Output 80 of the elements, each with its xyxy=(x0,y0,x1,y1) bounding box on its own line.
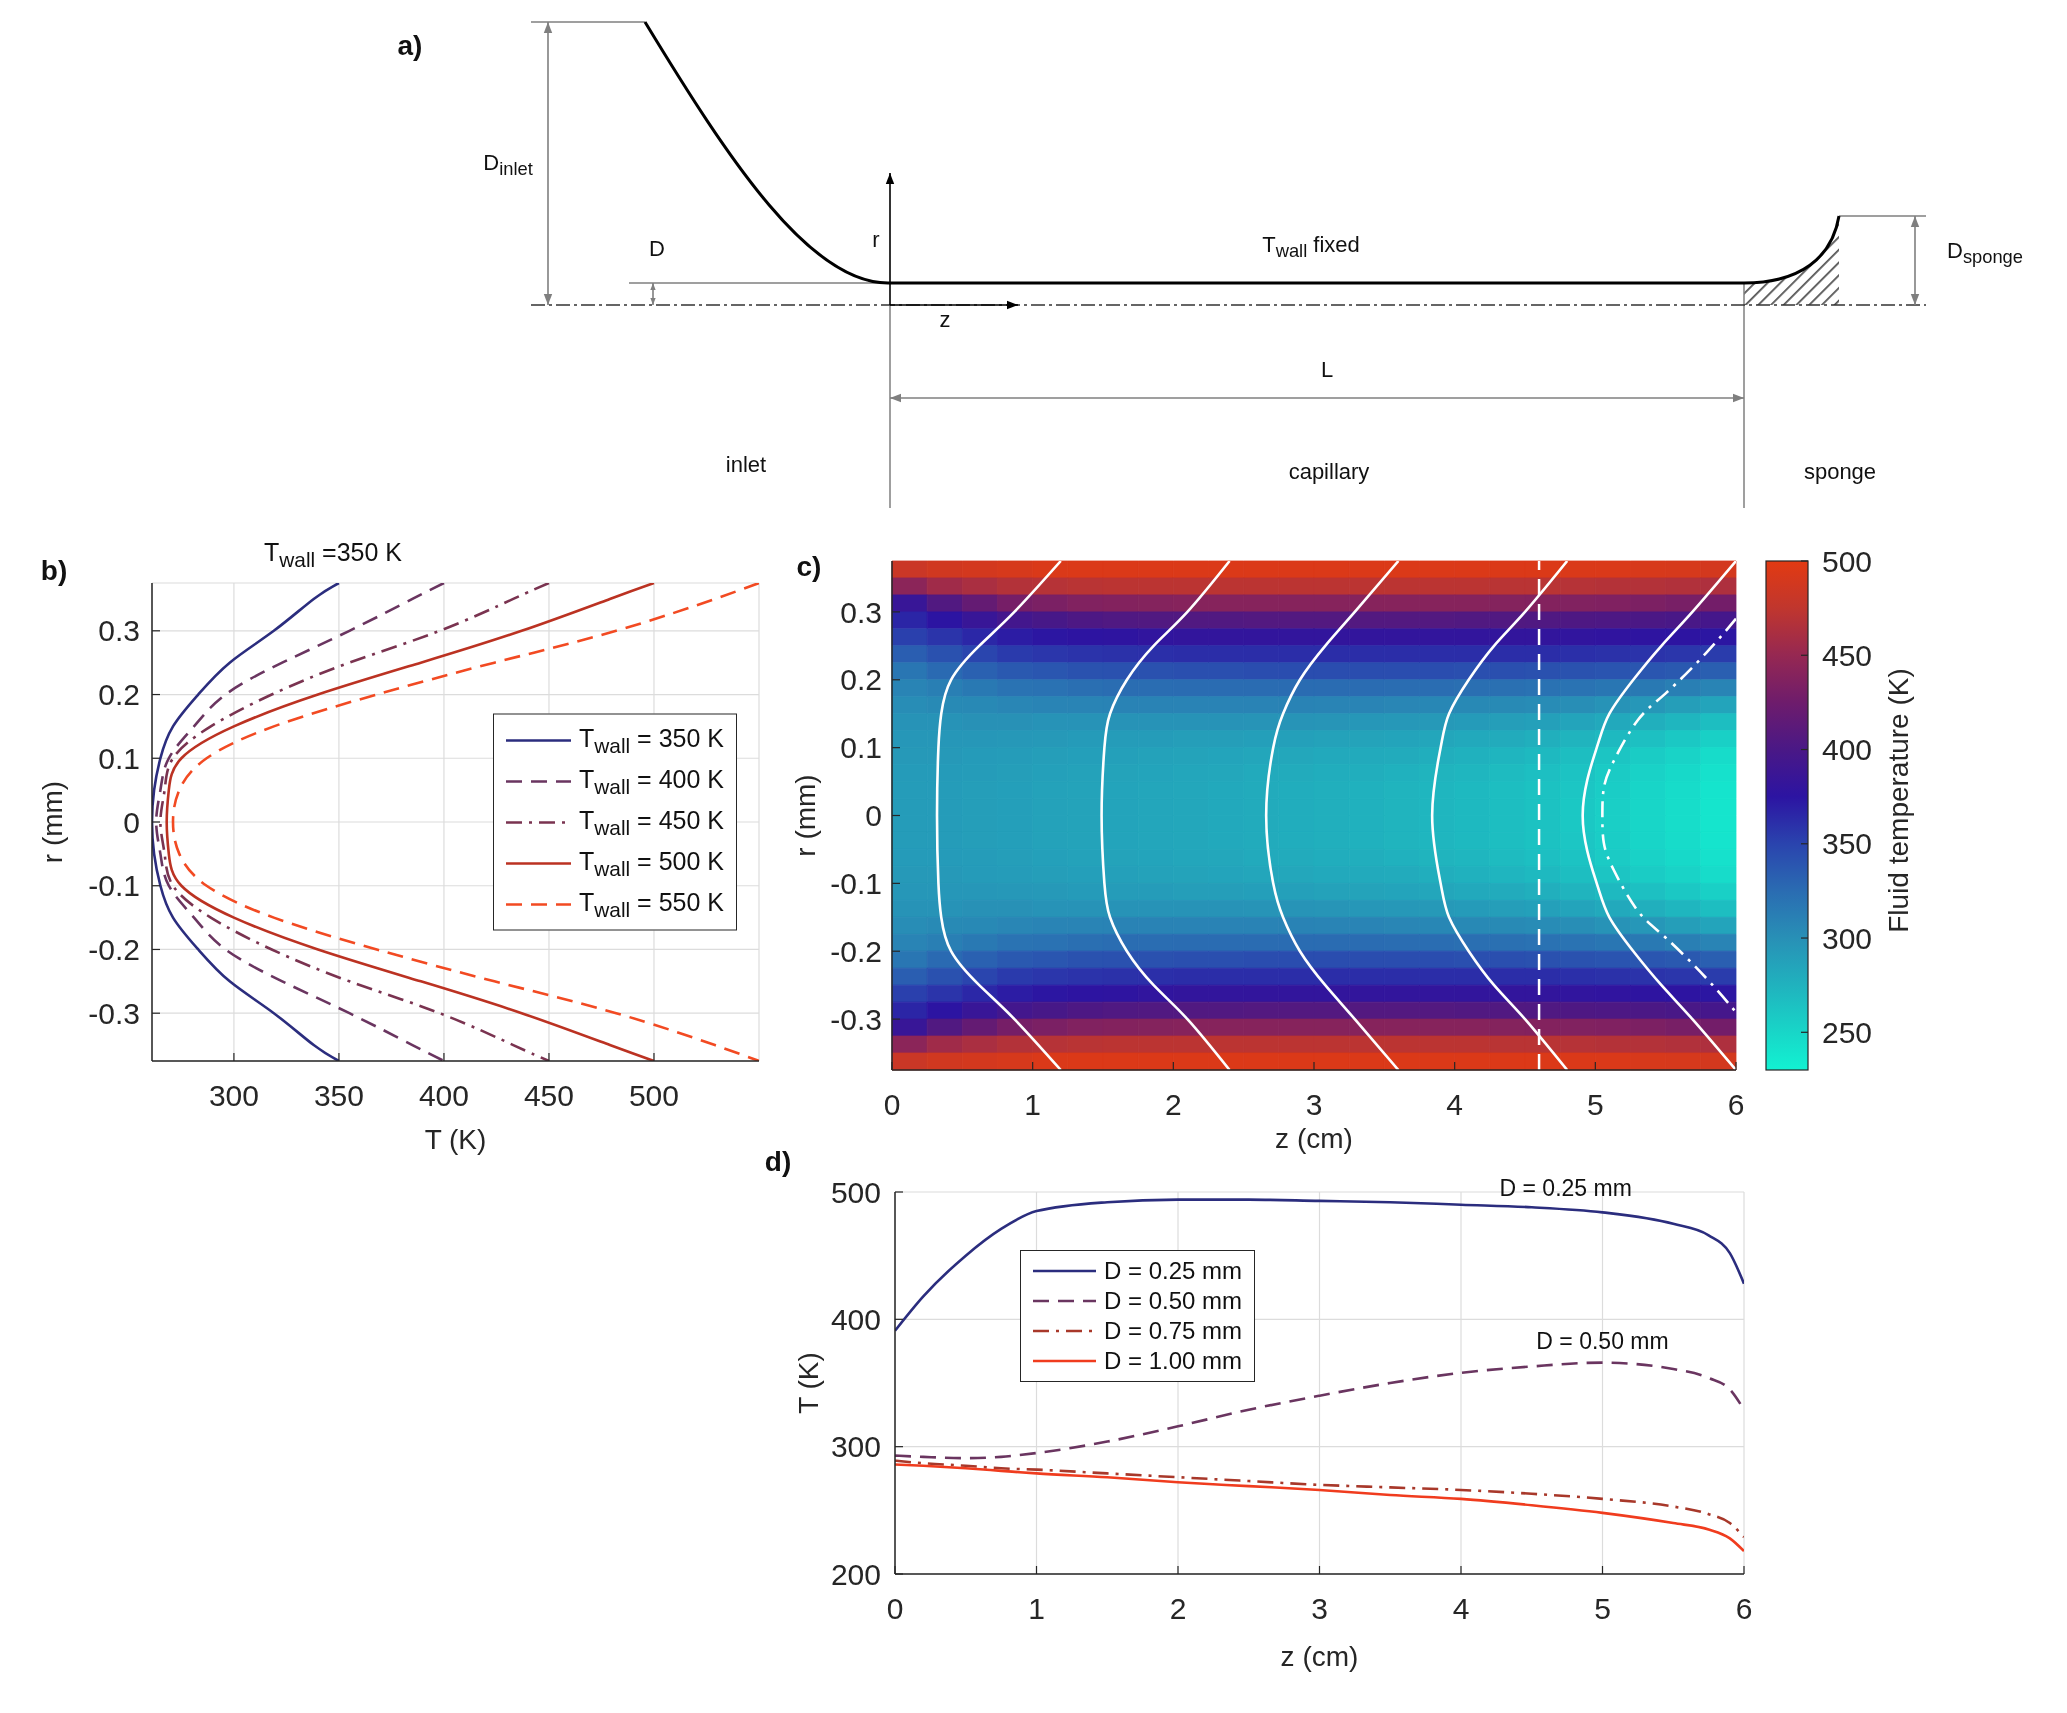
x-tick-label: 350 xyxy=(313,1079,364,1113)
x-tick-label: 4 xyxy=(1446,1088,1464,1122)
text: b) xyxy=(40,555,68,586)
y-tick-label: -0.2 xyxy=(88,933,140,967)
x-tick-label: 450 xyxy=(523,1079,574,1113)
text: capillary xyxy=(1288,459,1370,484)
x-tick-label: 3 xyxy=(1305,1088,1323,1122)
line-series xyxy=(159,583,551,1061)
y-tick-label: -0.1 xyxy=(830,867,882,901)
y-tick-label: 0.1 xyxy=(840,731,882,765)
legend-label: T$_{wall}$ = 500 K xyxy=(579,846,724,880)
y-tick-label: -0.2 xyxy=(830,934,882,968)
legend-label: D = 0.25 mm xyxy=(1104,1257,1243,1285)
x-tick-label: 2 xyxy=(1169,1592,1187,1626)
y-tick-label: 500 xyxy=(830,1175,881,1209)
x-tick-label: 2 xyxy=(1164,1088,1182,1122)
y-tick-label: 0 xyxy=(865,799,882,833)
legend-label: T$_{wall}$ = 350 K xyxy=(579,723,724,757)
annotation: D = 0.25 mm xyxy=(1499,1174,1632,1201)
x-tick-label: 400 xyxy=(418,1079,469,1113)
x-tick-label: 5 xyxy=(1586,1088,1604,1122)
y-tick-label: 0 xyxy=(123,805,140,839)
y-tick-label: -0.3 xyxy=(830,1002,882,1036)
x-tick-label: 500 xyxy=(628,1079,680,1113)
y-tick-label: 0.3 xyxy=(840,595,882,629)
legend-label: D = 1.00 mm xyxy=(1104,1347,1243,1375)
color-bar-label: 500 xyxy=(1822,544,1873,578)
x-axis-title: z (cm) xyxy=(1275,1122,1353,1154)
color-bar-label: 350 xyxy=(1822,827,1873,861)
text: a) xyxy=(397,30,423,61)
x-tick-label: 6 xyxy=(1735,1592,1753,1626)
color-bar-title: Fluid temperature (K) xyxy=(1882,668,1914,933)
text: D xyxy=(649,236,665,261)
x-tick-label: 0 xyxy=(886,1592,904,1626)
line-series xyxy=(895,1463,1744,1553)
x-axis-title: T (K) xyxy=(424,1123,487,1155)
color-bar-label: 300 xyxy=(1822,921,1873,955)
x-tick-label: 1 xyxy=(1028,1592,1045,1626)
y-tick-label: -0.3 xyxy=(88,996,140,1030)
text: D$_{inlet}$ xyxy=(483,149,533,180)
y-tick-label: 200 xyxy=(830,1557,881,1591)
legend-label: T$_{wall}$ = 550 K xyxy=(579,887,724,921)
x-tick-label: 3 xyxy=(1311,1592,1328,1626)
y-tick-label: 0.2 xyxy=(840,663,882,697)
legend-label: T$_{wall}$ = 450 K xyxy=(579,805,724,839)
text: T$_{wall}$ fixed xyxy=(1262,231,1360,262)
x-axis-title: z (cm) xyxy=(1280,1640,1359,1672)
text: sponge xyxy=(1803,459,1877,484)
y-tick-label: 0.3 xyxy=(98,614,140,648)
y-axis-title: r (mm) xyxy=(789,774,821,857)
chart-title: T$_{wall}$ =350 K xyxy=(263,537,403,571)
annotation: D = 0.50 mm xyxy=(1536,1327,1669,1354)
legend-label: D = 0.75 mm xyxy=(1104,1317,1243,1345)
y-tick-label: 400 xyxy=(830,1302,881,1336)
text: c) xyxy=(796,551,822,582)
x-tick-label: 4 xyxy=(1452,1592,1470,1626)
y-axis-title: T (K) xyxy=(792,1352,824,1414)
y-tick-label: 0.2 xyxy=(98,678,140,712)
x-tick-label: 5 xyxy=(1594,1592,1611,1626)
line-series xyxy=(1581,561,1736,1070)
color-bar-label: 450 xyxy=(1822,638,1873,672)
x-tick-label: 6 xyxy=(1727,1088,1745,1122)
text: r xyxy=(872,227,880,252)
text: z xyxy=(939,307,951,332)
legend-label: D = 0.50 mm xyxy=(1104,1287,1243,1315)
y-axis-title: r (mm) xyxy=(36,780,68,864)
line-series xyxy=(165,583,656,1061)
x-tick-label: 300 xyxy=(208,1079,259,1113)
text: D$_{sponge}$ xyxy=(1946,237,2024,268)
color-bar-label: 250 xyxy=(1822,1015,1873,1049)
line-series xyxy=(895,1459,1744,1539)
x-tick-label: 1 xyxy=(1024,1088,1042,1122)
text: L xyxy=(1320,357,1334,382)
y-tick-label: 0.1 xyxy=(98,741,140,775)
text: inlet xyxy=(725,452,767,477)
legend-label: T$_{wall}$ = 400 K xyxy=(579,764,724,798)
text: d) xyxy=(764,1146,792,1177)
y-tick-label: -0.1 xyxy=(88,869,140,903)
y-tick-label: 300 xyxy=(830,1430,881,1464)
color-bar-label: 400 xyxy=(1822,733,1873,767)
